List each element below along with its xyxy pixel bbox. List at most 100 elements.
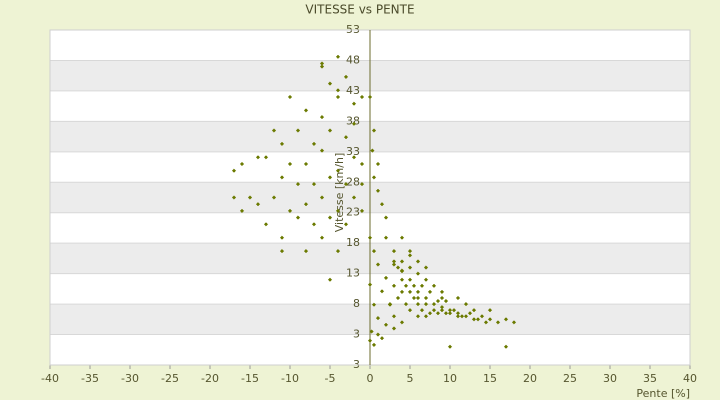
point	[367, 94, 373, 100]
point	[351, 155, 357, 160]
x-tick-label: -25	[161, 372, 179, 385]
point	[403, 301, 409, 307]
point	[239, 161, 245, 167]
x-axis-label: Pente [%]	[636, 387, 690, 400]
point	[367, 235, 373, 240]
point	[399, 235, 405, 240]
point	[319, 64, 325, 69]
point	[379, 336, 385, 341]
point	[335, 94, 341, 100]
x-tick-label: -35	[81, 372, 99, 385]
point	[447, 344, 453, 349]
point	[431, 308, 437, 313]
point	[399, 268, 405, 273]
x-tick-label: 35	[643, 372, 657, 385]
x-tick-label: 25	[563, 372, 577, 385]
point	[319, 195, 325, 200]
x-tick-label: 20	[523, 372, 537, 385]
point	[443, 311, 449, 316]
point	[279, 235, 285, 240]
point	[467, 311, 473, 316]
point	[371, 302, 377, 307]
point	[351, 101, 357, 106]
y-tick-label: 28	[346, 175, 360, 188]
x-tick-label: 15	[483, 372, 497, 385]
point	[287, 208, 293, 214]
point	[327, 81, 333, 86]
y-tick-label: 38	[346, 114, 360, 127]
point	[423, 314, 429, 319]
x-tick-label: 30	[603, 372, 617, 385]
x-tick-label: 5	[407, 372, 414, 385]
point	[343, 135, 349, 140]
point	[343, 222, 349, 227]
point	[351, 121, 357, 126]
point	[327, 128, 333, 133]
point	[395, 295, 401, 301]
point	[375, 315, 381, 321]
point	[343, 74, 349, 80]
point	[271, 195, 277, 200]
point	[511, 320, 517, 325]
point	[407, 277, 413, 282]
point	[231, 168, 237, 173]
point	[279, 248, 285, 254]
point	[479, 314, 485, 319]
point	[351, 195, 357, 200]
point	[303, 161, 309, 167]
point	[287, 161, 293, 167]
point	[399, 259, 405, 264]
point	[263, 155, 269, 160]
point	[463, 301, 469, 307]
point	[435, 298, 441, 304]
point	[371, 342, 377, 348]
y-axis-label: Vitesse [km/h]	[333, 153, 346, 233]
point	[391, 248, 397, 254]
point	[411, 283, 417, 288]
point	[327, 277, 333, 282]
point	[487, 317, 493, 322]
point	[359, 94, 365, 100]
point	[387, 301, 393, 307]
point	[487, 308, 493, 313]
point	[303, 202, 309, 207]
point	[335, 208, 341, 214]
point	[415, 259, 421, 264]
point	[335, 248, 341, 254]
point	[483, 320, 489, 325]
point	[423, 295, 429, 301]
point	[375, 332, 381, 337]
point	[247, 195, 253, 200]
point	[311, 141, 317, 147]
point	[239, 208, 245, 214]
point	[379, 289, 385, 294]
point	[403, 283, 409, 288]
point	[415, 271, 421, 276]
point	[383, 235, 389, 240]
point	[399, 320, 405, 325]
point	[391, 259, 397, 264]
point	[427, 289, 433, 295]
point	[423, 277, 429, 282]
point	[407, 253, 413, 258]
point	[399, 277, 405, 282]
y-tick-label: 48	[346, 53, 360, 66]
point	[343, 181, 349, 187]
point	[419, 283, 425, 288]
point	[451, 308, 457, 313]
point	[263, 222, 269, 227]
point	[411, 295, 417, 301]
point	[367, 282, 373, 287]
x-tick-label: -20	[201, 372, 219, 385]
point	[439, 289, 445, 295]
point	[335, 168, 341, 173]
point	[407, 248, 413, 254]
point	[455, 295, 461, 301]
point	[415, 295, 421, 301]
y-tick-label: 13	[346, 267, 360, 280]
point	[279, 175, 285, 180]
point	[279, 141, 285, 147]
point	[415, 289, 421, 295]
point	[475, 317, 481, 322]
